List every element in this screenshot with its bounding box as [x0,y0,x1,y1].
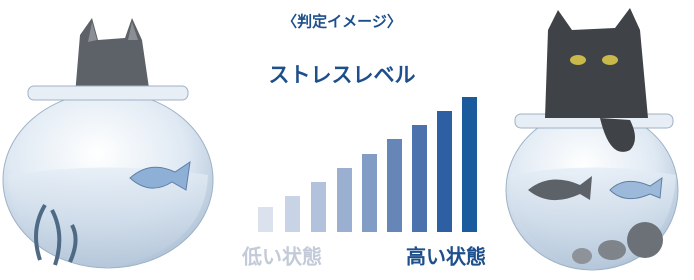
level-bar [462,97,477,232]
level-bar [362,154,377,232]
stressed-cat-scene [506,8,678,270]
level-bar [311,182,326,232]
level-bar [412,125,427,232]
title: 〈判定イメージ〉 [282,13,402,31]
level-bar [337,168,352,232]
level-bars [258,97,477,232]
level-bar [387,139,402,232]
level-bar [285,196,300,232]
calm-cat-scene [3,18,213,268]
low-label: 低い状態 [241,245,322,269]
subtitle: ストレスレベル [269,63,416,87]
high-label: 高い状態 [406,245,486,269]
illustration: 〈判定イメージ〉 ストレスレベル 低い状態 高い状態 [0,0,694,280]
level-bar [258,207,273,232]
level-bar [437,111,452,232]
